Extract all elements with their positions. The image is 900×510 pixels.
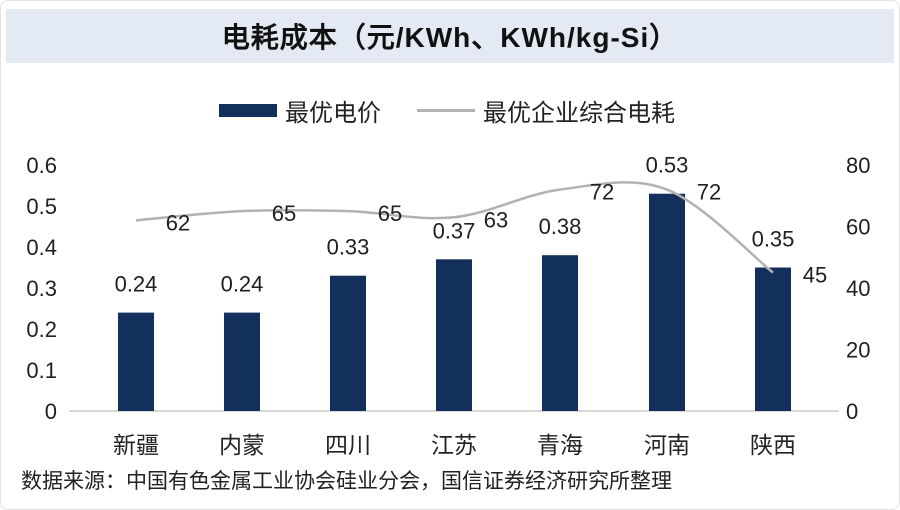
line-point-label: 72 (697, 180, 721, 205)
legend-line-swatch-icon (417, 109, 475, 112)
left-axis-tick: 0.4 (26, 235, 57, 260)
line-point-label: 63 (484, 207, 508, 232)
bar (436, 259, 472, 411)
bar-value-label: 0.53 (646, 153, 689, 178)
bar (542, 255, 578, 411)
line-point-label: 65 (272, 201, 296, 226)
left-axis-tick: 0.2 (26, 317, 57, 342)
category-label: 陕西 (750, 433, 796, 458)
bar (118, 312, 154, 411)
left-axis-tick: 0.1 (26, 358, 57, 383)
right-axis-tick: 80 (846, 153, 870, 178)
chart-title: 电耗成本（元/KWh、KWh/kg-Si） (221, 22, 679, 53)
bar (330, 275, 366, 411)
legend-bar-swatch-icon (219, 104, 277, 117)
legend-item-bar-series: 最优电价 (219, 93, 381, 128)
category-label: 江苏 (431, 433, 477, 458)
bar (649, 193, 685, 411)
source-note: 数据来源：中国有色金属工业协会硅业分会，国信证券经济研究所整理 (21, 469, 672, 493)
category-label: 新疆 (113, 433, 159, 458)
bar (755, 267, 791, 411)
right-axis-tick: 0 (846, 399, 858, 424)
bar-value-label: 0.38 (539, 214, 582, 239)
bar-value-label: 0.24 (221, 272, 264, 297)
category-label: 青海 (537, 433, 583, 458)
right-axis-tick: 40 (846, 276, 870, 301)
bar-value-label: 0.24 (115, 272, 158, 297)
left-axis-tick: 0.5 (26, 194, 57, 219)
line-series (135, 181, 774, 274)
legend-line-label: 最优企业综合电耗 (483, 101, 675, 127)
line-point-label: 65 (378, 201, 402, 226)
category-label: 四川 (325, 433, 371, 458)
left-axis-tick: 0.3 (26, 276, 57, 301)
category-label: 内蒙 (219, 433, 265, 458)
line-point-label: 72 (590, 180, 614, 205)
bar-value-label: 0.33 (327, 235, 370, 260)
right-axis-tick: 60 (846, 215, 870, 240)
legend-item-line-series: 最优企业综合电耗 (417, 93, 675, 128)
legend-bar-label: 最优电价 (285, 101, 381, 127)
bar-value-label: 0.37 (433, 218, 476, 243)
right-axis-tick: 20 (846, 338, 870, 363)
line-point-label: 62 (166, 210, 190, 235)
bar (224, 312, 260, 411)
legend: 最优电价 最优企业综合电耗 (219, 93, 675, 128)
line-point-label: 45 (803, 263, 827, 288)
left-axis-tick: 0.6 (26, 153, 57, 178)
bar-value-label: 0.35 (752, 227, 795, 252)
left-axis-tick: 0 (45, 399, 57, 424)
chart-title-band: 电耗成本（元/KWh、KWh/kg-Si） (6, 9, 894, 63)
category-label: 河南 (644, 433, 690, 458)
